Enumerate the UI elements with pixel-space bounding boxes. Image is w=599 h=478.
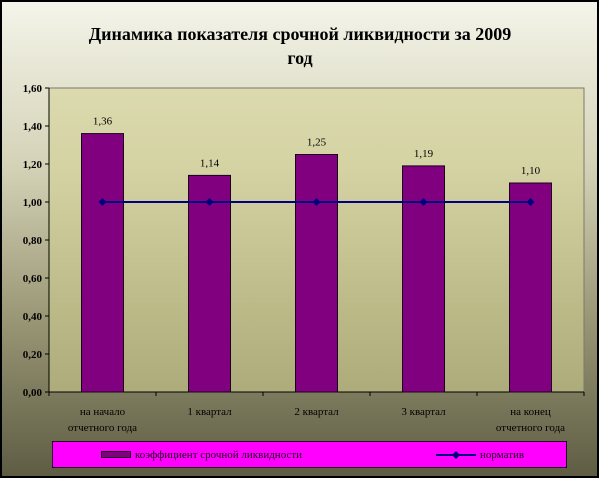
y-tick-label: 1,60 xyxy=(23,83,43,95)
bar-value-label: 1,19 xyxy=(414,148,434,160)
bar-value-label: 1,10 xyxy=(521,165,541,177)
legend-label-bars: коэффициент срочной ликвидности xyxy=(135,448,303,461)
legend-item-line: норматив xyxy=(436,442,524,467)
legend-item-bars: коэффициент срочной ликвидности xyxy=(101,442,302,467)
chart-title-line-2: год xyxy=(287,48,313,68)
y-tick-label: 0,60 xyxy=(23,273,43,285)
x-tick-label: на конец xyxy=(510,406,551,418)
bar-value-label: 1,14 xyxy=(200,157,220,169)
x-tick-label: 2 квартал xyxy=(294,406,339,418)
x-tick-label: 3 квартал xyxy=(401,406,446,418)
bar-value-label: 1,25 xyxy=(307,137,327,149)
y-tick-label: 0,20 xyxy=(23,349,43,361)
bar xyxy=(81,133,124,393)
norm-marker xyxy=(312,198,321,206)
y-tick-label: 0,80 xyxy=(23,235,43,247)
bar xyxy=(188,174,231,393)
x-tick-label: отчетного года xyxy=(496,422,565,434)
y-tick-label: 1,00 xyxy=(23,197,43,209)
x-tick-label: 1 квартал xyxy=(187,406,232,418)
legend-swatch-bars xyxy=(101,451,131,458)
norm-marker xyxy=(205,198,214,206)
legend-label-line: норматив xyxy=(480,448,525,461)
norm-marker xyxy=(98,198,107,206)
y-tick-label: 0,00 xyxy=(23,387,43,399)
norm-marker xyxy=(526,198,535,206)
chart-title-line-1: Динамика показателя срочной ликвидности … xyxy=(88,24,512,44)
x-tick-label: отчетного года xyxy=(68,422,137,434)
y-tick-label: 1,20 xyxy=(23,159,43,171)
chart-title: Динамика показателя срочной ликвидности … xyxy=(40,22,560,70)
bar xyxy=(295,154,338,393)
norm-marker xyxy=(419,198,428,206)
y-tick-label: 1,40 xyxy=(23,121,43,133)
legend-swatch-line xyxy=(436,450,476,459)
bar xyxy=(509,182,552,393)
legend: коэффициент срочной ликвидности норматив xyxy=(52,441,567,468)
bar-value-label: 1,36 xyxy=(93,116,113,128)
x-tick-label: на начало xyxy=(80,406,126,418)
y-tick-label: 0,40 xyxy=(23,311,43,323)
